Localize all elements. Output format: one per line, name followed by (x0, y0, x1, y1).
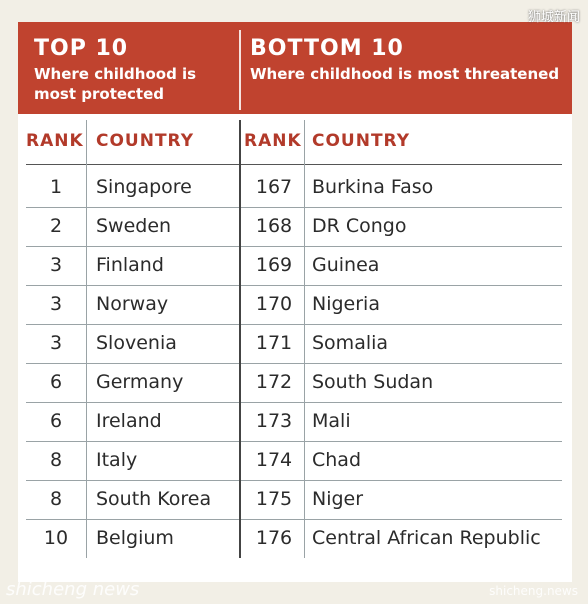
bottom10-subtitle: Where childhood is most threatened (250, 65, 560, 83)
top-country-cell: Norway (96, 293, 169, 315)
bottom-rank-cell: 169 (255, 254, 293, 276)
bottom-rank-cell: 167 (255, 176, 293, 198)
top-rank-column-header: RANK (26, 131, 84, 151)
bottom-country-cell: Niger (312, 488, 364, 510)
bottom10-header: BOTTOM 10 Where childhood is most threat… (250, 36, 560, 84)
watermark-bottom-right: shicheng.news (489, 584, 578, 598)
bottom10-title: BOTTOM 10 (250, 36, 404, 61)
watermark-top-right: 狮城新闻 (527, 10, 580, 25)
row-divider (26, 402, 562, 403)
row-divider (26, 324, 562, 325)
row-divider (26, 285, 562, 286)
bottom-rank-cell: 171 (255, 332, 293, 354)
center-divider (239, 120, 241, 558)
bottom-rank-vline (304, 120, 305, 558)
bottom-rank-cell: 174 (255, 449, 293, 471)
bottom-rank-cell: 175 (255, 488, 293, 510)
top-rank-cell: 6 (49, 371, 63, 393)
top-country-cell: Ireland (96, 410, 162, 432)
top-country-cell: Germany (96, 371, 184, 393)
header-divider (239, 30, 241, 110)
row-divider (26, 441, 562, 442)
row-divider (26, 207, 562, 208)
top-country-cell: Sweden (96, 215, 172, 237)
top-country-cell: Italy (96, 449, 138, 471)
top-country-cell: Slovenia (96, 332, 177, 354)
bottom-country-cell: Somalia (312, 332, 389, 354)
row-divider (26, 480, 562, 481)
top10-header: TOP 10 Where childhood is most protected (34, 36, 234, 104)
bottom-country-cell: Mali (312, 410, 351, 432)
bottom-country-column-header: COUNTRY (312, 131, 411, 151)
top-rank-cell: 8 (49, 449, 63, 471)
top-country-column-header: COUNTRY (96, 131, 195, 151)
row-divider (26, 363, 562, 364)
top-rank-vline (86, 120, 87, 558)
bottom-country-cell: Nigeria (312, 293, 380, 315)
bottom-rank-column-header: RANK (244, 131, 302, 151)
top-country-cell: South Korea (96, 488, 212, 510)
bottom-rank-cell: 168 (255, 215, 293, 237)
row-divider (26, 246, 562, 247)
top-country-cell: Singapore (96, 176, 192, 198)
bottom-rank-cell: 176 (255, 527, 293, 549)
top-rank-cell: 2 (49, 215, 63, 237)
header-rule (26, 164, 562, 165)
top-rank-cell: 3 (49, 332, 63, 354)
bottom-rank-cell: 170 (255, 293, 293, 315)
top-country-cell: Belgium (96, 527, 174, 549)
top-rank-cell: 10 (43, 527, 69, 549)
top-country-cell: Finland (96, 254, 164, 276)
top-rank-cell: 8 (49, 488, 63, 510)
rankings-table: TOP 10 Where childhood is most protected… (18, 22, 572, 582)
bottom-rank-cell: 172 (255, 371, 293, 393)
bottom-country-cell: Central African Republic (312, 527, 541, 549)
top10-title: TOP 10 (34, 36, 129, 61)
top10-subtitle-line2: most protected (34, 85, 165, 103)
top-rank-cell: 3 (49, 293, 63, 315)
table-header: TOP 10 Where childhood is most protected… (18, 22, 572, 114)
bottom-country-cell: South Sudan (312, 371, 434, 393)
top-rank-cell: 6 (49, 410, 63, 432)
bottom-rank-cell: 173 (255, 410, 293, 432)
top-rank-cell: 1 (49, 176, 63, 198)
row-divider (26, 519, 562, 520)
watermark-bottom-left: shicheng news (6, 579, 140, 600)
top10-subtitle-line1: Where childhood is (34, 65, 197, 83)
bottom-country-cell: Guinea (312, 254, 380, 276)
bottom-country-cell: DR Congo (312, 215, 407, 237)
top-rank-cell: 3 (49, 254, 63, 276)
bottom-country-cell: Chad (312, 449, 362, 471)
bottom-country-cell: Burkina Faso (312, 176, 434, 198)
